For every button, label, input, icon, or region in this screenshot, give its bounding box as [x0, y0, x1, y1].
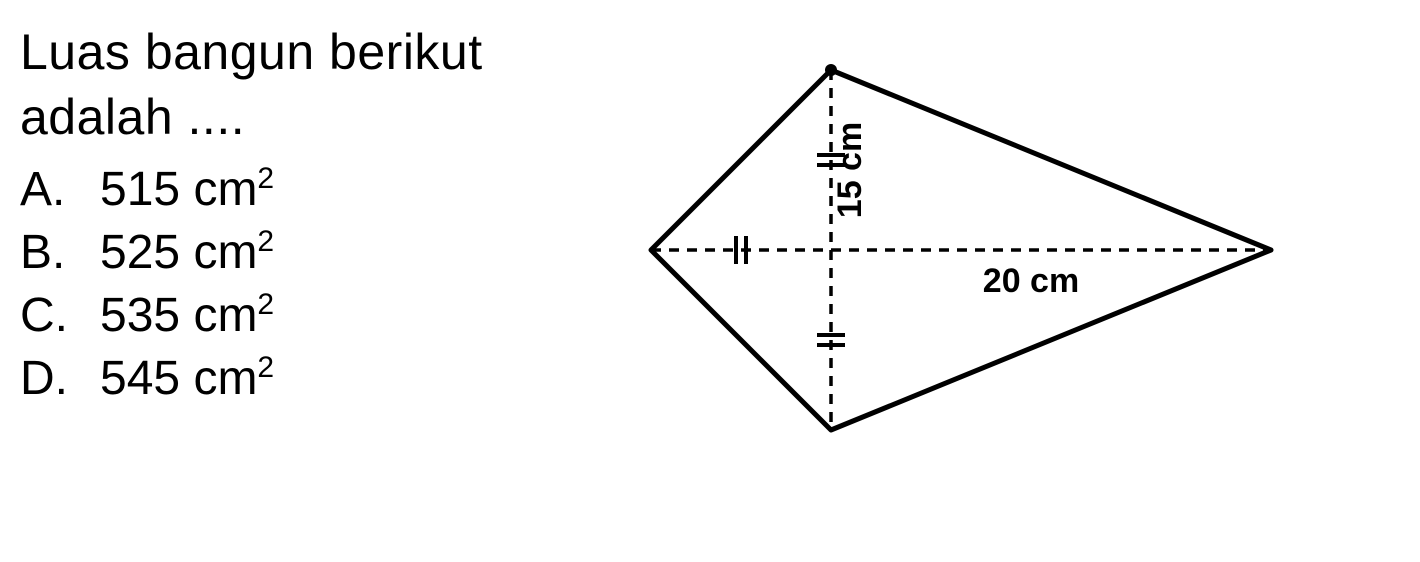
option-value: 515 cm2	[100, 162, 274, 217]
vertical-length-label: 15 cm	[831, 122, 869, 218]
option-letter: C.	[20, 288, 80, 343]
option-exp: 2	[257, 225, 274, 258]
option-b: B. 525 cm2	[20, 225, 483, 280]
option-c: C. 535 cm2	[20, 288, 483, 343]
option-number: 545	[100, 352, 180, 405]
options-list: A. 515 cm2 B. 525 cm2 C. 535 cm2	[20, 162, 483, 406]
option-value: 535 cm2	[100, 288, 274, 343]
text-column: Luas bangun berikut adalah .... A. 515 c…	[20, 20, 483, 460]
option-a: A. 515 cm2	[20, 162, 483, 217]
option-exp: 2	[257, 288, 274, 321]
option-unit: cm	[193, 226, 257, 279]
option-number: 525	[100, 226, 180, 279]
question-line-2: adalah ....	[20, 85, 483, 150]
question-container: Luas bangun berikut adalah .... A. 515 c…	[20, 20, 1400, 460]
option-number: 535	[100, 289, 180, 342]
option-letter: B.	[20, 225, 80, 280]
option-d: D. 545 cm2	[20, 351, 483, 406]
vertex-dot	[825, 64, 837, 76]
option-exp: 2	[257, 162, 274, 195]
option-unit: cm	[193, 289, 257, 342]
question-line-1: Luas bangun berikut	[20, 20, 483, 85]
option-letter: A.	[20, 162, 80, 217]
option-value: 525 cm2	[100, 225, 274, 280]
option-unit: cm	[193, 352, 257, 405]
option-number: 515	[100, 163, 180, 216]
horizontal-length-label: 20 cm	[983, 262, 1079, 300]
option-value: 545 cm2	[100, 351, 274, 406]
option-unit: cm	[193, 163, 257, 216]
option-letter: D.	[20, 351, 80, 406]
option-exp: 2	[257, 351, 274, 384]
diagram-column: 15 cm 20 cm	[523, 20, 1400, 460]
kite-diagram: 15 cm 20 cm	[611, 40, 1311, 460]
